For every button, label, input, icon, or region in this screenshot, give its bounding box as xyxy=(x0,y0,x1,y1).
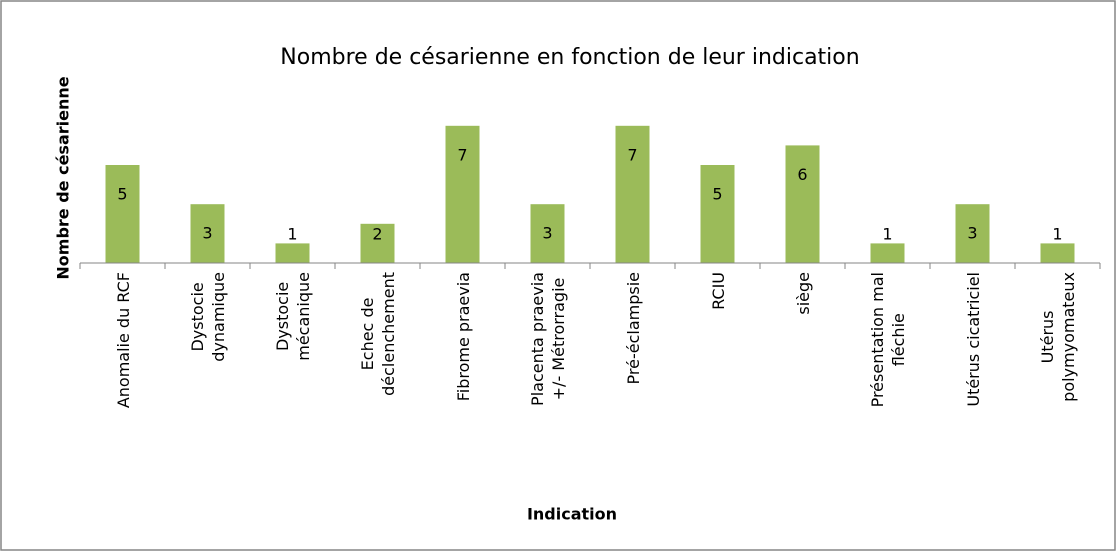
bar xyxy=(360,223,395,263)
y-axis-title: Nombre de césarienne xyxy=(54,76,73,279)
x-tick-label: Pré-éclampsie xyxy=(608,272,658,462)
x-tick-label-text: Fibrome praevia xyxy=(453,272,472,402)
x-tick-label-text: Utérus cicatriciel xyxy=(963,272,982,407)
bar xyxy=(190,204,225,263)
data-label: 1 xyxy=(1052,225,1062,244)
data-label: 5 xyxy=(712,185,722,204)
data-label: 3 xyxy=(542,224,552,243)
data-label: 2 xyxy=(372,225,382,244)
bar xyxy=(955,204,990,263)
x-tick-label-text: Dystocie dynamique xyxy=(187,272,228,362)
x-tick-label: Anomalie du RCF xyxy=(98,272,148,462)
x-tick-label: Utérus polymyomateux xyxy=(1033,272,1083,462)
x-tick-label: Placenta praevia +/- Métrorragie xyxy=(523,272,573,462)
x-tick-label: Echec de déclenchement xyxy=(353,272,403,462)
bar xyxy=(530,204,565,263)
bar xyxy=(445,125,480,263)
bar xyxy=(105,165,140,263)
bar xyxy=(785,145,820,263)
bar xyxy=(615,125,650,263)
x-tick-label: siège xyxy=(778,272,828,462)
data-label: 5 xyxy=(117,185,127,204)
x-tick-label-text: RCIU xyxy=(708,272,727,310)
x-tick-label-text: Anomalie du RCF xyxy=(113,272,132,409)
x-tick-label: Présentation mal fléchie xyxy=(863,272,913,462)
x-tick-label-text: Utérus polymyomateux xyxy=(1037,272,1078,402)
x-tick-label-text: Pré-éclampsie xyxy=(623,272,642,385)
x-tick-label: RCIU xyxy=(693,272,743,462)
x-tick-label-text: siège xyxy=(793,272,812,315)
data-label: 1 xyxy=(882,225,892,244)
x-tick-label-text: Dystocie mécanique xyxy=(272,272,313,361)
data-label: 3 xyxy=(967,224,977,243)
x-axis-title: Indication xyxy=(527,505,617,524)
bar xyxy=(870,243,905,263)
data-label: 3 xyxy=(202,224,212,243)
data-label: 6 xyxy=(797,165,807,184)
x-tick-label: Dystocie mécanique xyxy=(268,272,318,462)
bar xyxy=(1040,243,1075,263)
x-tick-label: Dystocie dynamique xyxy=(183,272,233,462)
data-label: 1 xyxy=(287,225,297,244)
bar xyxy=(700,165,735,263)
bar xyxy=(275,243,310,263)
x-tick-label-text: Echec de déclenchement xyxy=(357,272,398,396)
x-tick-label: Utérus cicatriciel xyxy=(948,272,998,462)
data-label: 7 xyxy=(627,145,637,164)
x-tick-label-text: Présentation mal fléchie xyxy=(867,272,908,408)
x-tick-label: Fibrome praevia xyxy=(438,272,488,462)
data-label: 7 xyxy=(457,145,467,164)
x-tick-label-text: Placenta praevia +/- Métrorragie xyxy=(527,272,568,406)
chart-title: Nombre de césarienne en fonction de leur… xyxy=(280,45,859,70)
